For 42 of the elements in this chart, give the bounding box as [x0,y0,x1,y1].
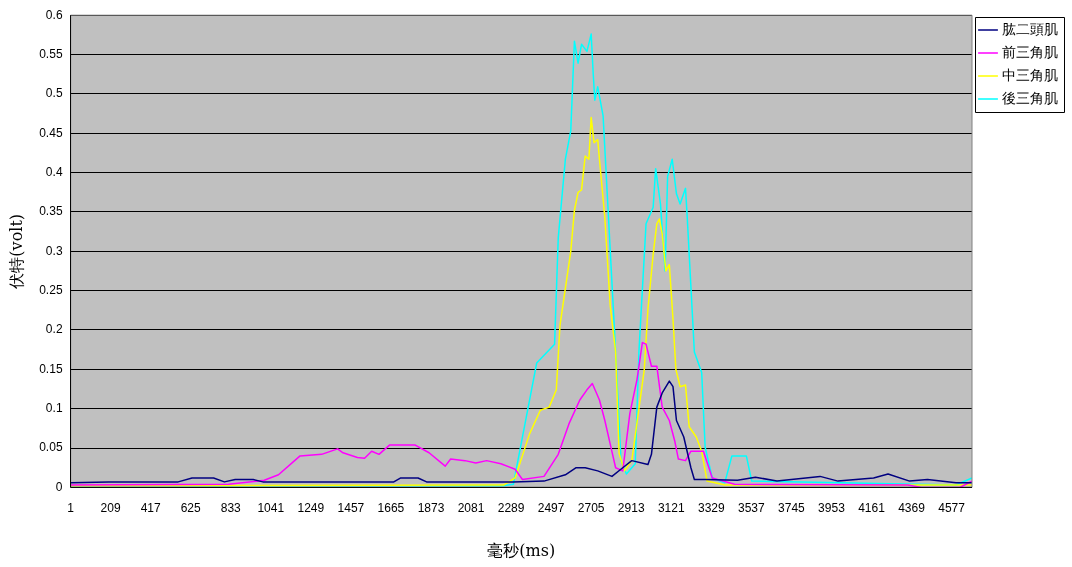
x-axis-title: 毫秒(ms) [487,540,556,560]
x-tick-label: 2913 [617,500,645,515]
y-tick-label: 0 [55,479,63,494]
x-tick-label: 3329 [697,500,725,515]
y-tick-label: 0.25 [39,282,63,297]
x-tick-label: 625 [180,500,202,515]
x-tick-label: 3745 [778,500,806,515]
y-tick-label: 0.5 [45,86,63,101]
y-tick-label: 0.15 [39,361,63,376]
x-tick-label: 1873 [417,500,445,515]
x-tick-label: 3121 [657,500,685,515]
x-tick-label: 1041 [257,500,285,515]
x-tick-label: 3537 [738,500,766,515]
x-tick-label: 4369 [898,500,926,515]
y-axis-title: 伏特(volt) [6,213,26,289]
x-tick-label: 3953 [818,500,846,515]
x-tick-label: 2705 [577,500,605,515]
legend-label: 中三角肌 [1002,66,1058,83]
legend-label: 肱二頭肌 [1002,20,1058,37]
y-tick-label: 0.2 [45,322,63,337]
x-tick-label: 2289 [497,500,525,515]
y-tick-label: 0.45 [39,125,63,140]
y-tick-label: 0.4 [45,164,63,179]
y-tick-label: 0.3 [45,243,63,258]
x-tick-label: 833 [220,500,242,515]
x-tick-label: 2497 [537,500,565,515]
x-tick-label: 417 [140,500,161,515]
y-tick-label: 0.1 [45,401,63,416]
x-tick-label: 209 [100,500,121,515]
x-tick-label: 1457 [337,500,365,515]
legend-label: 後三角肌 [1002,89,1058,106]
x-tick-label: 4577 [938,500,966,515]
x-tick-label: 2081 [457,500,485,515]
y-tick-label: 0.6 [45,7,63,22]
y-tick-label: 0.35 [39,204,63,219]
x-tick-label: 1249 [297,500,325,515]
legend-label: 前三角肌 [1002,43,1058,60]
y-tick-label: 0.05 [39,440,63,455]
x-tick-label: 4161 [858,500,886,515]
x-tick-label: 1665 [377,500,405,515]
y-tick-label: 0.55 [39,46,63,61]
x-tick-label: 1 [67,500,75,515]
